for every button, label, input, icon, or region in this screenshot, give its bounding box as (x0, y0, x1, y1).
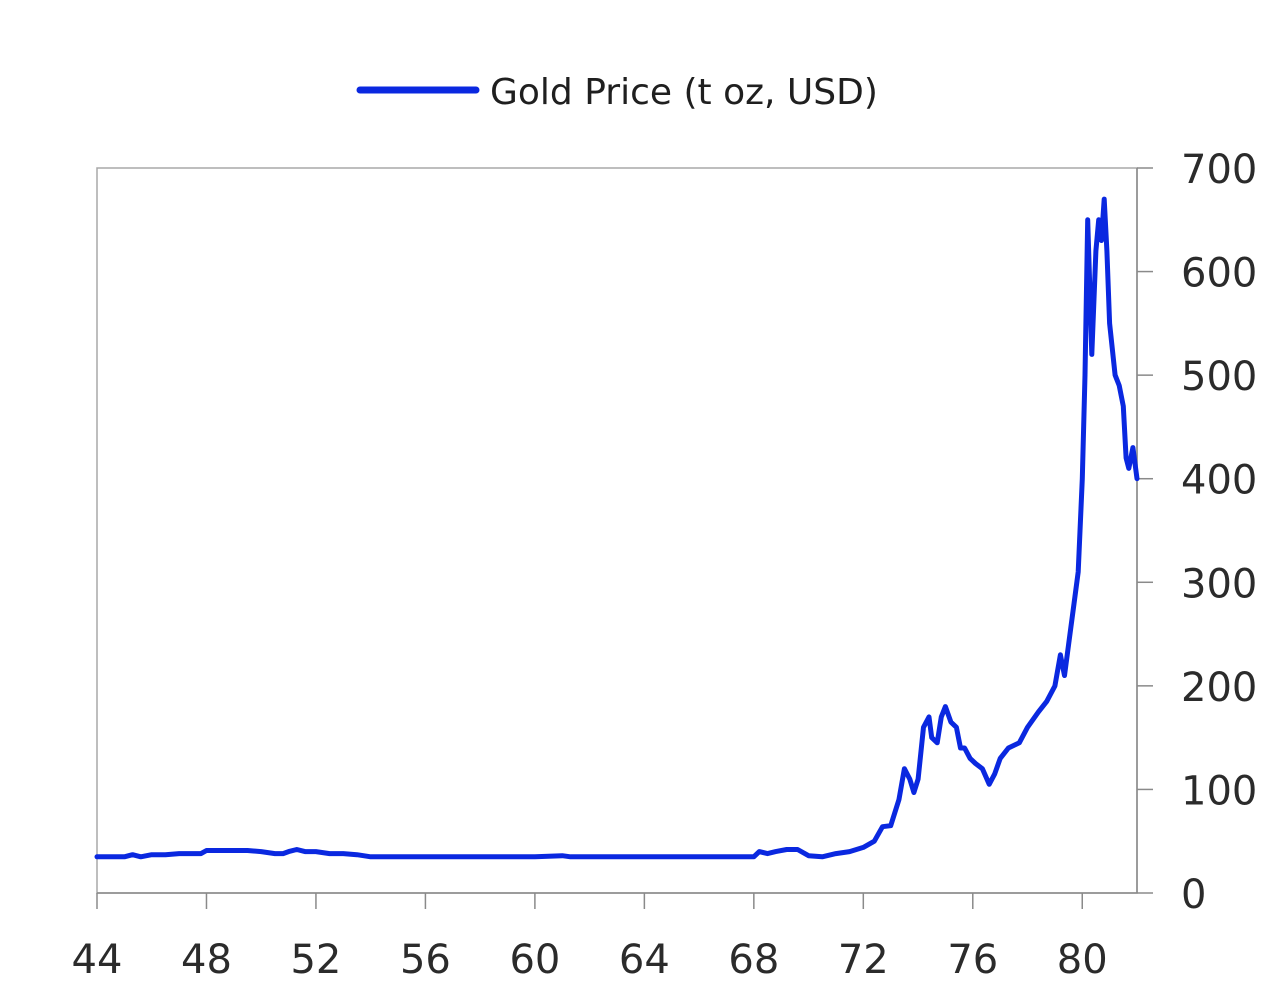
plot-area-frame (96, 167, 1138, 894)
series-layer (94, 196, 1140, 860)
x-tick-label: 76 (947, 937, 998, 983)
y-tick-label: 700 (1181, 147, 1257, 193)
y-tick-label: 500 (1181, 354, 1257, 400)
x-tick-label: 72 (838, 937, 889, 983)
x-tick-label: 56 (400, 937, 451, 983)
x-axis: 44 48 52 56 60 64 68 72 76 80 (72, 892, 1137, 983)
x-tick-label: 60 (509, 937, 560, 983)
y-tick-label: 200 (1181, 665, 1257, 711)
legend: Gold Price (t oz, USD) (356, 72, 878, 113)
y-tick-label: 100 (1181, 768, 1257, 814)
y-tick-label: 400 (1181, 458, 1257, 504)
legend-label: Gold Price (t oz, USD) (490, 72, 878, 113)
x-tick-label: 80 (1057, 937, 1108, 983)
y-tick-label: 600 (1181, 251, 1257, 297)
x-tick-label: 68 (728, 937, 779, 983)
x-tick-label: 64 (619, 937, 670, 983)
y-tick-label: 300 (1181, 561, 1257, 607)
x-tick-label: 44 (72, 937, 123, 983)
x-tick-label: 48 (181, 937, 232, 983)
gold-price-line (94, 196, 1140, 860)
x-tick-label: 52 (290, 937, 341, 983)
y-axis: 0 100 200 300 400 500 600 700 (1136, 147, 1257, 918)
y-tick-label: 0 (1181, 872, 1206, 918)
